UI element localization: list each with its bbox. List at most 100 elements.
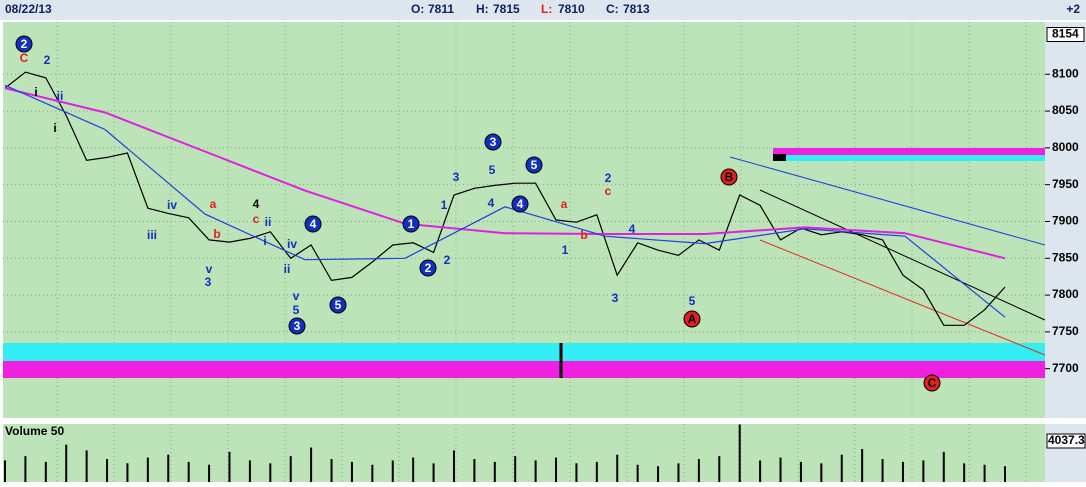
wave-label: 4 [488,196,495,210]
zone-marker [773,154,786,161]
y-tick-label: 7950 [1052,177,1079,191]
wave-label: v [293,289,300,303]
wave-circle [525,156,543,174]
volume-bar [942,451,945,482]
wave-label: 5 [293,303,300,317]
wave-circle [304,215,322,233]
wave-circle [511,195,529,213]
wave-label: i [34,85,37,99]
volume-bar [289,456,292,482]
header-bar [0,0,1086,20]
quote-value: 7811 [428,2,454,16]
volume-bar [493,461,496,482]
volume-bar [391,460,394,482]
volume-bar [534,460,537,482]
volume-bar [44,461,47,482]
volume-panel [3,424,1045,482]
volume-bar [575,463,578,482]
volume-bar [759,460,762,482]
volume-title: Volume 50 [5,424,64,438]
wave-label: C [928,376,937,390]
volume-bar [799,461,802,482]
volume-bar [514,456,517,482]
volume-bar [861,448,864,482]
wave-label: B [725,170,734,184]
volume-bar [187,461,190,482]
wave-label: v [206,262,213,276]
quote-value: 7810 [558,2,585,16]
volume-bar [269,463,272,482]
wave-circle [419,259,437,277]
wave-label: 3 [490,135,497,149]
volume-bar [738,424,741,482]
y-tick-label: 4037.3 [1048,433,1085,447]
wave-label: a [210,197,217,211]
wave-label: 5 [689,294,696,308]
wave-label: 2 [444,253,451,267]
wave-label: b [213,227,220,241]
wave-label: 2 [21,37,28,51]
volume-bar [371,464,374,482]
grid [3,22,1045,482]
volume-bar [963,463,966,482]
wave-label: ii [57,89,64,103]
resistance-zone [773,155,1045,161]
plot: 8154 8100 8050 8000 7950 7900 7850 7800 7750 7700… [4,27,1086,482]
volume-bar [657,466,660,482]
header-date: 08/22/13 [5,2,52,16]
volume-bar [452,450,455,482]
wave-label: i [53,121,56,135]
wave-label: iv [167,198,177,212]
y-tick-label: 8000 [1052,140,1079,154]
quote-value: 7815 [493,2,520,16]
wave-label: 4 [253,197,260,211]
wave-circle [402,215,420,233]
y-tick-label: 8100 [1052,66,1079,80]
wave-label: 1 [441,198,448,212]
volume-bar [922,460,925,482]
volume-bar [616,454,619,482]
quote-value: 7813 [623,2,650,16]
volume-bar [677,463,680,482]
volume-bar [106,459,109,482]
y-tick-label: 7850 [1052,250,1079,264]
support-zone [3,343,1045,361]
volume-bar [24,456,27,482]
volume-bar [779,457,782,482]
wave-label: 2 [425,261,432,275]
price-line [4,87,1006,260]
y-tick-label: 8050 [1052,103,1079,117]
wave-circle [484,133,502,151]
wave-circle [720,168,738,186]
volume-bar [85,450,88,482]
volume-bar [820,463,823,482]
wave-label: 5 [335,298,342,312]
volume-bar [126,463,129,482]
volume-bar [146,457,149,482]
trend-line [759,189,1046,321]
quote: O: 7811 H: 7815 L: 7810 C: 7813 [411,2,650,16]
volume-bar [595,461,598,482]
wave-label: 3 [612,291,619,305]
volume-bar [1004,466,1006,482]
wave-label: c [253,212,260,226]
volume-bar [718,456,721,482]
trend-line [759,239,1046,356]
header-change: +2 [1066,2,1080,16]
wave-label: 1 [408,217,415,231]
quote-label: L: [541,2,552,16]
y-tick-label: 7900 [1052,214,1079,228]
volume-bar [901,461,904,482]
wave-label: C [20,51,29,65]
volume-bar [350,461,353,482]
price-line [4,84,1006,318]
wave-label: b [580,228,587,242]
volume-bar [167,454,170,482]
wave-label: ii [284,262,291,276]
wave-label: ii [265,215,272,229]
volume-bar [555,457,558,482]
y-tick-label: 7700 [1052,361,1079,375]
last-price-box [1046,27,1085,43]
quote-label: C: [606,2,619,16]
y-tick-label: 7800 [1052,287,1079,301]
